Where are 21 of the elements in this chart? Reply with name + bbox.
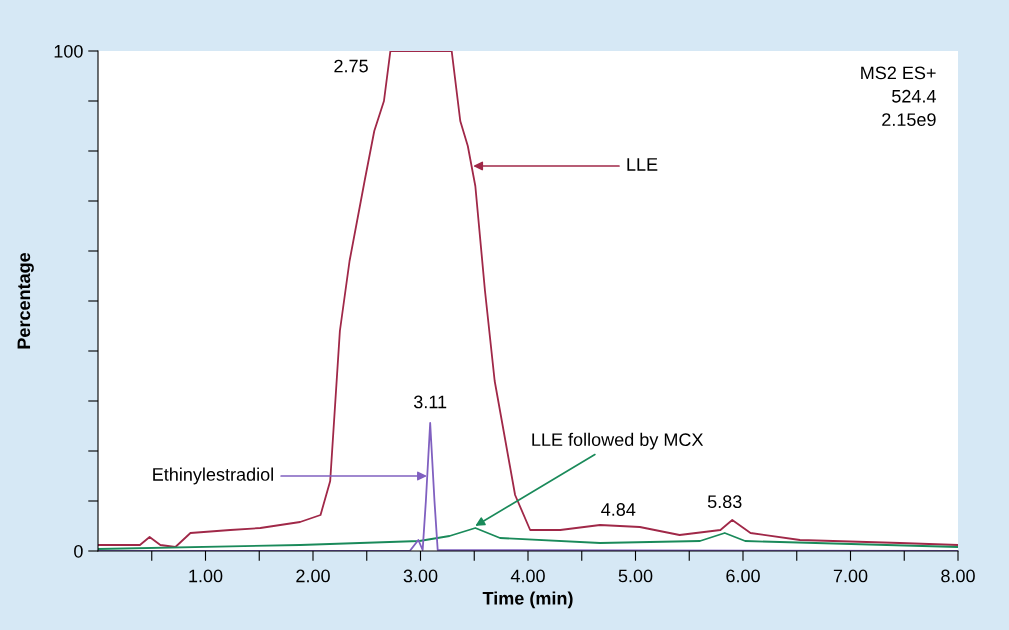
x-tick-label: 1.00 [189, 569, 223, 583]
annotation: 4.84 [601, 503, 636, 516]
y-tick-label: 0 [74, 544, 83, 558]
x-tick-label: 8.00 [941, 569, 975, 583]
annotation: LLE followed by MCX [532, 432, 704, 450]
y-axis-title: Percentage [17, 252, 34, 349]
x-tick-label: 3.00 [403, 569, 438, 583]
x-tick-label: 7.00 [833, 569, 868, 583]
x-tick-label: 4.00 [510, 569, 545, 583]
annotation: MS2 ES+ 524.4 2.15e9 [861, 66, 936, 127]
line-series [98, 51, 958, 548]
annotation: LLE [627, 158, 658, 171]
x-axis-title: Time (min) [482, 591, 573, 609]
annotation: 2.75 [334, 59, 368, 73]
x-tick-label: 6.00 [726, 569, 760, 583]
x-tick-label: 5.00 [618, 569, 653, 583]
annotation: Ethinylestradiol [153, 467, 273, 485]
annotation: 5.83 [707, 495, 742, 509]
annotation: 3.11 [413, 395, 447, 409]
x-tick-label: 2.00 [296, 569, 330, 583]
y-tick-label: 100 [54, 44, 83, 58]
